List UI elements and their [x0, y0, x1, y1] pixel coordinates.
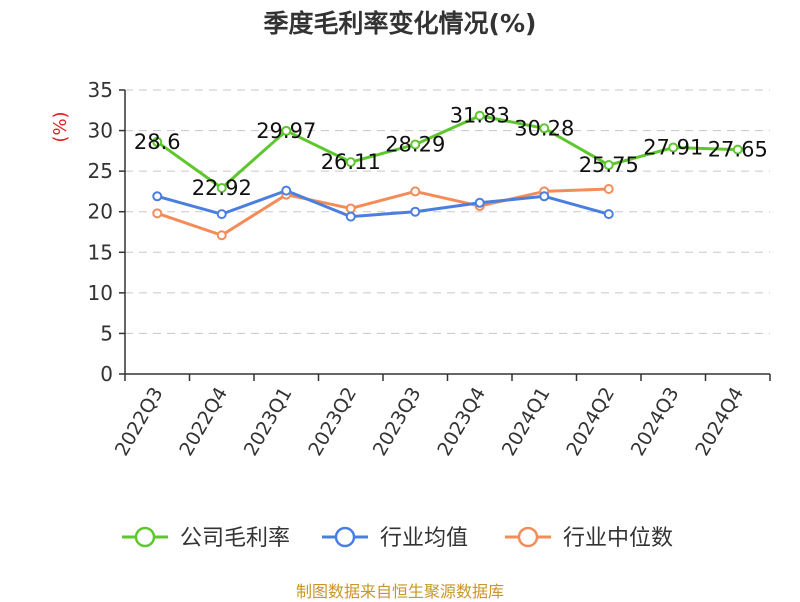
data-point-industry_median — [152, 208, 163, 219]
legend-marker-company — [134, 526, 156, 548]
data-point-industry_avg — [539, 191, 550, 202]
data-point-company — [281, 125, 292, 136]
legend-marker-industry_avg — [334, 526, 356, 548]
data-label: 30.28 — [514, 116, 574, 140]
data-point-industry_avg — [345, 211, 356, 222]
data-point-industry_avg — [216, 209, 227, 220]
y-tick-labels: 0 5 10 15 20 25 30 35 — [88, 78, 113, 386]
y-tick-label: 25 — [88, 159, 113, 183]
data-point-company — [216, 183, 227, 194]
data-label: 27.65 — [708, 138, 768, 162]
data-point-industry_median — [345, 203, 356, 214]
legend-label-industry_avg: 行业均值 — [380, 526, 468, 551]
chart-title: 季度毛利率变化情况(%) — [263, 9, 537, 38]
y-tick-label: 10 — [88, 281, 113, 305]
x-tick-labels: 2022Q3 2022Q4 2023Q1 2023Q2 2023Q3 2023Q4 2024… — [111, 384, 748, 460]
x-tick-label: 2023Q1 — [240, 384, 297, 460]
x-tick-label: 2024Q1 — [498, 384, 555, 460]
x-tick-label: 2023Q4 — [433, 384, 490, 460]
data-point-company — [539, 123, 550, 134]
x-tick-label: 2022Q4 — [175, 384, 232, 460]
y-tick-label: 0 — [100, 362, 113, 386]
axes — [124, 90, 771, 381]
data-point-company — [603, 160, 614, 171]
data-point-industry_median — [603, 183, 614, 194]
data-point-company — [345, 157, 356, 168]
y-tick-label: 30 — [88, 119, 113, 143]
data-label: 27.91 — [643, 136, 703, 160]
series-line-company — [156, 114, 738, 190]
series-lines — [156, 114, 738, 237]
x-tick-label: 2022Q3 — [111, 384, 168, 460]
y-tick-label: 5 — [100, 321, 113, 345]
data-point-industry_avg — [474, 197, 485, 208]
data-point-industry_avg — [152, 191, 163, 202]
legend-label-industry_median: 行业中位数 — [563, 526, 673, 551]
series-line-industry_avg — [156, 189, 610, 219]
y-tick-label: 35 — [88, 78, 113, 102]
source-note: 制图数据来自恒生聚源数据库 — [295, 582, 504, 601]
x-tick-label: 2023Q3 — [369, 384, 426, 460]
data-point-company — [732, 144, 743, 155]
data-label: 22.92 — [192, 176, 252, 200]
data-label: 29.97 — [256, 119, 316, 143]
legend-label-company: 公司毛利率 — [180, 526, 290, 551]
x-tick-label: 2023Q2 — [304, 384, 361, 460]
series-points — [152, 110, 743, 241]
x-tick-label: 2024Q2 — [562, 384, 619, 460]
data-labels: 28.622.9229.9726.1128.2931.8330.2825.752… — [134, 104, 768, 200]
data-point-company — [474, 110, 485, 121]
data-label: 25.75 — [579, 153, 639, 177]
x-tick-label: 2024Q3 — [627, 384, 684, 460]
data-point-industry_median — [410, 186, 421, 197]
data-point-industry_avg — [603, 209, 614, 220]
series-line-industry_median — [156, 187, 609, 237]
data-label: 31.83 — [450, 104, 510, 128]
data-point-industry_avg — [410, 206, 421, 217]
data-point-company — [152, 136, 163, 147]
y-tick-label: 15 — [88, 240, 113, 264]
legend-marker-industry_median — [517, 526, 539, 548]
data-label: 28.29 — [385, 132, 445, 156]
legend: 公司毛利率 行业均值 行业中位数 — [122, 526, 673, 551]
data-point-company — [668, 142, 679, 153]
data-label: 28.6 — [134, 130, 181, 154]
data-point-industry_median — [216, 230, 227, 241]
data-point-company — [410, 139, 421, 150]
x-tick-label: 2024Q4 — [691, 384, 748, 460]
data-point-industry_avg — [281, 185, 292, 196]
data-label: 26.11 — [321, 150, 381, 174]
y-tick-label: 20 — [88, 200, 113, 224]
y-axis-unit-label: (%) — [50, 111, 71, 142]
